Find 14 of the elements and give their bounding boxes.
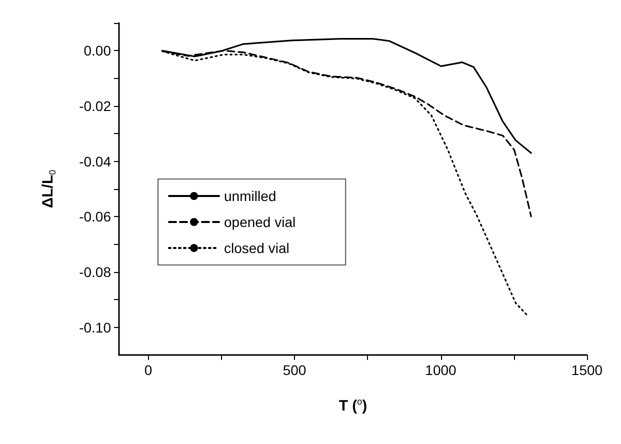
legend-label: opened vial [224, 214, 296, 230]
x-tick-label: 0 [144, 362, 152, 378]
legend-label: unmilled [224, 188, 276, 204]
x-tick-label: 1500 [571, 362, 603, 378]
y-tick-label: -0.04 [79, 153, 112, 170]
y-tick-label: -0.02 [79, 98, 112, 114]
y-tick-label: -0.10 [79, 319, 112, 336]
x-tick-label: 500 [282, 362, 306, 378]
legend-label: closed vial [224, 240, 290, 256]
y-tick-label: 0.00 [84, 42, 112, 59]
y-tick-label: -0.06 [79, 208, 112, 225]
y-tick-label: -0.08 [79, 264, 112, 280]
x-tick-label: 1000 [425, 362, 457, 378]
y-axis-title: ΔL/L0 [40, 170, 58, 208]
